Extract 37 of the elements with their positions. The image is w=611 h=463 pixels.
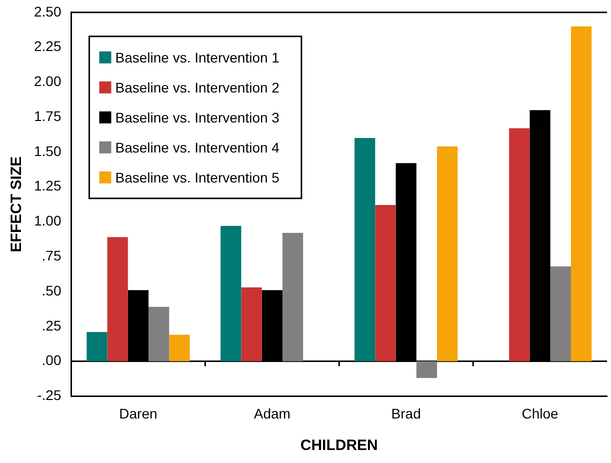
- y-tick-label: 1.50: [34, 142, 62, 159]
- y-tick-label: .00: [42, 352, 62, 368]
- y-tick-label: 1.25: [34, 178, 62, 194]
- bar: [107, 237, 128, 362]
- y-axis-title: EFFECT SIZE: [8, 156, 26, 252]
- bar: [354, 138, 376, 362]
- x-tick-label: Chloe: [522, 405, 559, 422]
- x-tick-label: Daren: [119, 405, 158, 422]
- y-tick-label: .25: [42, 317, 62, 334]
- bar: [550, 266, 571, 362]
- bar: [375, 205, 396, 362]
- x-tick-label: Brad: [391, 405, 421, 422]
- x-axis-title: CHILDREN: [300, 437, 378, 454]
- y-tick-label: 1.75: [34, 108, 62, 124]
- legend-label: Baseline vs. Intervention 5: [115, 169, 280, 186]
- bar: [220, 226, 242, 362]
- bar: [148, 306, 170, 362]
- legend-label: Baseline vs. Intervention 2: [115, 79, 280, 96]
- y-tick-label: .50: [42, 282, 62, 298]
- y-tick-label: 2.25: [34, 38, 62, 54]
- bar: [169, 334, 190, 362]
- legend-label: Baseline vs. Intervention 1: [115, 49, 280, 66]
- bar: [241, 287, 262, 362]
- y-tick-label: 2.00: [34, 73, 62, 90]
- legend-label: Baseline vs. Intervention 4: [115, 139, 280, 156]
- y-tick-label: 2.50: [34, 3, 62, 20]
- y-tick-label: -.25: [37, 387, 62, 404]
- bar: [86, 332, 108, 362]
- bar: [570, 26, 592, 362]
- bar: [282, 232, 304, 362]
- bar: [416, 361, 438, 378]
- y-tick-label: 1.00: [34, 212, 62, 229]
- x-tick-label: Adam: [254, 405, 290, 422]
- legend-label: Baseline vs. Intervention 3: [115, 109, 280, 126]
- y-tick-label: .75: [42, 247, 62, 264]
- bar: [437, 146, 458, 362]
- bar: [509, 128, 530, 362]
